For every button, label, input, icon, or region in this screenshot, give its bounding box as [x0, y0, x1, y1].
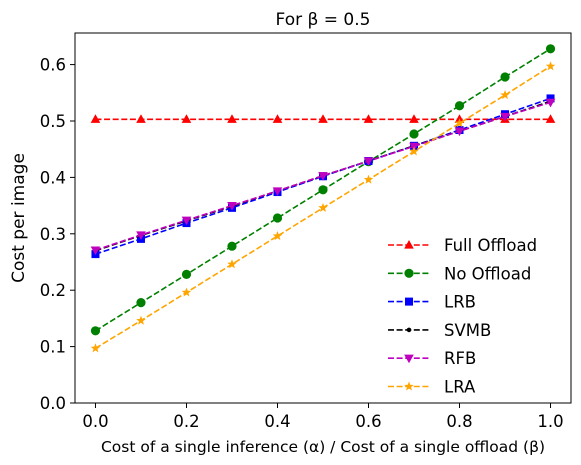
- plot-area: [90, 44, 556, 353]
- y-axis: 0.0 0.1 0.2 0.3 0.4 0.5 0.6: [40, 56, 75, 413]
- legend: Full Offload No Offload LRB SVMB RFB LRA: [388, 236, 537, 397]
- data-point-full-offload: [363, 114, 374, 123]
- data-point-rfb: [454, 127, 465, 137]
- data-point-no-offload: [90, 326, 101, 336]
- x-axis-label: Cost of a single inference (α) / Cost of…: [101, 438, 545, 456]
- legend-label: No Offload: [444, 264, 531, 283]
- data-point-lra: [318, 202, 328, 212]
- data-point-full-offload: [545, 114, 556, 123]
- data-point-no-offload: [454, 101, 465, 111]
- data-point-no-offload: [136, 298, 146, 308]
- legend-swatch-marker: [404, 354, 414, 364]
- data-point-rfb: [136, 231, 146, 240]
- x-tick-label: 1.0: [537, 412, 563, 431]
- x-tick-label: 0.6: [355, 412, 381, 431]
- x-tick-label: 0.2: [173, 412, 199, 431]
- series-rfb: [90, 98, 556, 256]
- data-point-full-offload: [272, 114, 283, 123]
- x-tick-label: 0.4: [264, 412, 290, 431]
- legend-swatch-marker: [404, 381, 414, 391]
- data-point-lra: [181, 287, 192, 297]
- series-line-rfb: [95, 101, 551, 251]
- data-point-rfb: [545, 98, 556, 108]
- y-tick-label: 0.3: [40, 225, 66, 244]
- data-point-rfb: [181, 216, 192, 226]
- legend-item-rfb: RFB: [388, 349, 476, 368]
- x-tick-label: 0.8: [446, 412, 472, 431]
- data-point-no-offload: [409, 129, 419, 139]
- legend-item-svmb: SVMB: [388, 321, 491, 340]
- legend-item-lrb: LRB: [388, 293, 476, 312]
- data-point-rfb: [318, 172, 328, 181]
- data-point-full-offload: [227, 114, 237, 123]
- y-tick-label: 0.0: [40, 394, 66, 413]
- data-point-lrb: [546, 94, 555, 103]
- x-axis: 0.0 0.2 0.4 0.6 0.8 1.0: [82, 403, 564, 431]
- legend-swatch-marker: [405, 297, 413, 306]
- data-point-no-offload: [272, 213, 283, 223]
- data-point-lra: [272, 231, 283, 241]
- data-point-lra: [136, 315, 146, 325]
- legend-label: Full Offload: [444, 236, 537, 255]
- data-point-full-offload: [409, 114, 419, 123]
- data-point-full-offload: [90, 114, 101, 123]
- data-point-full-offload: [181, 114, 192, 123]
- series-lra: [90, 61, 556, 353]
- chart-title: For β = 0.5: [276, 10, 371, 30]
- legend-label: SVMB: [444, 321, 491, 340]
- series-line-lrb: [95, 97, 551, 255]
- legend-swatch-marker: [404, 268, 414, 278]
- data-point-lra: [454, 118, 465, 128]
- y-tick-label: 0.5: [40, 112, 66, 131]
- legend-label: RFB: [444, 349, 476, 368]
- data-point-rfb: [272, 187, 283, 196]
- legend-item-no-offload: No Offload: [388, 264, 531, 283]
- x-tick-label: 0.0: [82, 412, 108, 431]
- legend-label: LRA: [444, 378, 476, 397]
- data-point-rfb: [363, 157, 374, 167]
- data-point-lra: [500, 90, 510, 100]
- y-tick-label: 0.6: [40, 56, 66, 75]
- y-tick-label: 0.2: [40, 281, 66, 300]
- data-point-lra: [90, 343, 101, 353]
- y-axis-label: Cost per image: [9, 153, 29, 283]
- data-point-rfb: [500, 112, 510, 122]
- plot-frame: [74, 32, 572, 404]
- data-point-lra: [545, 61, 556, 71]
- data-point-no-offload: [318, 185, 328, 195]
- y-tick-label: 0.4: [40, 168, 66, 187]
- legend-swatch-marker: [406, 327, 412, 333]
- data-point-no-offload: [181, 269, 192, 280]
- data-point-lra: [363, 174, 374, 184]
- data-point-rfb: [90, 246, 101, 256]
- data-point-no-offload: [500, 72, 510, 82]
- data-point-rfb: [227, 201, 237, 211]
- legend-item-lra: LRA: [388, 378, 476, 397]
- data-point-full-offload: [136, 114, 146, 123]
- y-tick-label: 0.1: [40, 338, 66, 357]
- legend-item-full-offload: Full Offload: [388, 236, 537, 255]
- data-point-no-offload: [227, 241, 237, 251]
- data-point-lra: [409, 146, 419, 156]
- series-full-offload: [90, 114, 556, 123]
- data-point-no-offload: [545, 44, 556, 54]
- data-point-lra: [227, 259, 237, 269]
- legend-swatch-marker: [404, 240, 414, 249]
- legend-label: LRB: [444, 293, 476, 312]
- series-no-offload: [90, 44, 556, 336]
- data-point-full-offload: [318, 114, 328, 123]
